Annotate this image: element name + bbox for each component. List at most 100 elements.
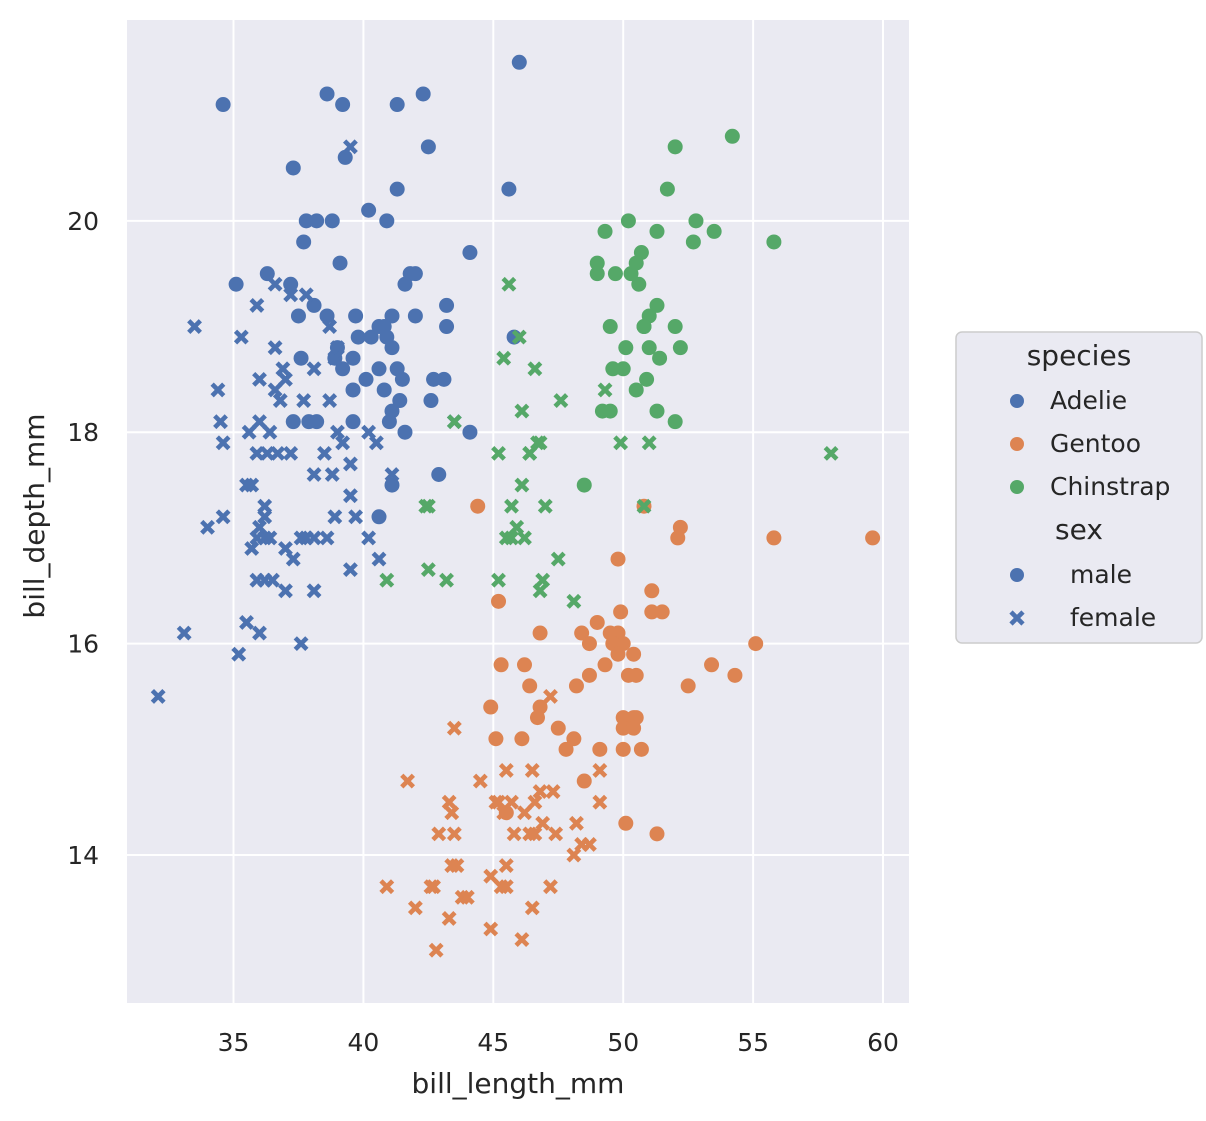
- point-chinstrap-male: [618, 340, 634, 356]
- point-adelie-male: [439, 297, 455, 313]
- point-gentoo-female: [543, 689, 558, 704]
- point-chinstrap-male: [685, 234, 701, 250]
- point-adelie-male: [371, 509, 387, 525]
- point-adelie-male: [394, 371, 410, 387]
- point-gentoo-male: [493, 657, 509, 673]
- point-gentoo-male: [568, 678, 584, 694]
- point-gentoo-male: [865, 530, 881, 546]
- point-adelie-female: [275, 361, 291, 377]
- point-chinstrap-male: [667, 139, 683, 155]
- y-tick-label: 20: [67, 207, 99, 236]
- point-chinstrap-female: [514, 403, 530, 419]
- point-chinstrap-male: [649, 223, 665, 239]
- point-chinstrap-female: [496, 350, 512, 366]
- point-adelie-female: [252, 414, 267, 430]
- point-gentoo-male: [633, 741, 649, 757]
- point-adelie-female: [252, 371, 267, 387]
- x-tick-label: 50: [607, 1028, 639, 1057]
- point-chinstrap-male: [628, 382, 644, 398]
- point-gentoo-female: [441, 911, 457, 926]
- point-adelie-female: [176, 625, 192, 641]
- y-tick-labels: 14 16 18 20: [67, 207, 99, 870]
- point-gentoo-female: [524, 763, 540, 778]
- point-adelie-female: [335, 435, 351, 451]
- point-adelie-male: [379, 213, 395, 229]
- point-gentoo-male: [615, 741, 631, 757]
- point-chinstrap-female: [446, 414, 462, 430]
- point-adelie-male: [290, 308, 306, 324]
- point-gentoo-female: [582, 837, 597, 852]
- point-adelie-male: [335, 97, 351, 113]
- point-adelie-male: [348, 308, 364, 324]
- point-gentoo-female: [498, 858, 514, 874]
- point-adelie-female: [249, 572, 265, 588]
- point-gentoo-female: [592, 794, 608, 810]
- point-adelie-male: [319, 308, 335, 324]
- x-tick-labels: 35 40 45 50 55 60: [218, 1028, 899, 1057]
- point-adelie-female: [343, 562, 358, 578]
- point-adelie-female: [215, 509, 231, 525]
- point-chinstrap-male: [589, 255, 605, 271]
- point-adelie-female: [317, 445, 332, 461]
- point-gentoo-female: [545, 784, 561, 800]
- point-adelie-female: [327, 350, 343, 366]
- point-chinstrap-male: [628, 255, 644, 271]
- y-tick-label: 18: [67, 418, 99, 447]
- point-chinstrap-female: [504, 530, 519, 546]
- point-gentoo-male: [672, 519, 688, 535]
- point-adelie-female: [239, 615, 254, 630]
- point-gentoo-male: [514, 731, 530, 747]
- point-chinstrap-male: [706, 223, 722, 239]
- point-gentoo-male: [566, 731, 582, 747]
- point-adelie-male: [296, 234, 312, 250]
- point-adelie-female: [241, 424, 257, 440]
- point-chinstrap-female: [491, 445, 506, 461]
- point-gentoo-male: [581, 667, 597, 683]
- point-chinstrap-female: [537, 498, 553, 514]
- point-gentoo-female: [483, 868, 499, 884]
- point-adelie-female: [293, 636, 309, 652]
- data-points: [150, 54, 881, 958]
- point-chinstrap-female: [527, 361, 543, 377]
- point-gentoo-female: [444, 858, 460, 874]
- point-chinstrap-male: [636, 319, 652, 335]
- legend-label-chinstrap: Chinstrap: [1050, 472, 1170, 501]
- point-adelie-female: [267, 340, 283, 356]
- point-adelie-male: [298, 213, 314, 229]
- point-adelie-female: [330, 340, 345, 356]
- x-axis-label: bill_length_mm: [412, 1067, 625, 1100]
- point-chinstrap-male: [667, 414, 683, 430]
- point-adelie-male: [358, 371, 374, 387]
- point-adelie-female: [231, 646, 247, 662]
- point-chinstrap-male: [641, 340, 657, 356]
- point-adelie-female: [244, 541, 260, 556]
- point-gentoo-female: [444, 805, 460, 821]
- point-gentoo-male: [615, 720, 631, 736]
- point-adelie-female: [270, 445, 286, 461]
- point-adelie-male: [345, 382, 361, 398]
- point-gentoo-male: [628, 667, 644, 683]
- point-adelie-male: [392, 393, 408, 409]
- point-adelie-male: [407, 308, 423, 324]
- point-adelie-male: [420, 139, 436, 155]
- point-adelie-female: [306, 467, 322, 482]
- point-adelie-male: [511, 54, 527, 70]
- point-adelie-female: [213, 414, 228, 430]
- point-gentoo-female: [592, 763, 608, 778]
- point-adelie-female: [257, 509, 273, 525]
- point-adelie-male: [309, 213, 325, 229]
- point-adelie-male: [309, 414, 325, 430]
- point-chinstrap-female: [535, 572, 551, 588]
- point-adelie-female: [262, 424, 278, 440]
- point-gentoo-male: [610, 551, 626, 567]
- point-adelie-male: [501, 181, 517, 197]
- point-adelie-male: [319, 86, 335, 102]
- point-adelie-female: [371, 551, 387, 567]
- point-gentoo-male: [597, 657, 613, 673]
- point-adelie-female: [361, 530, 377, 546]
- point-gentoo-male: [727, 667, 743, 683]
- point-gentoo-male: [644, 604, 660, 620]
- point-gentoo-male: [613, 604, 629, 620]
- legend-label-adelie: Adelie: [1050, 386, 1127, 415]
